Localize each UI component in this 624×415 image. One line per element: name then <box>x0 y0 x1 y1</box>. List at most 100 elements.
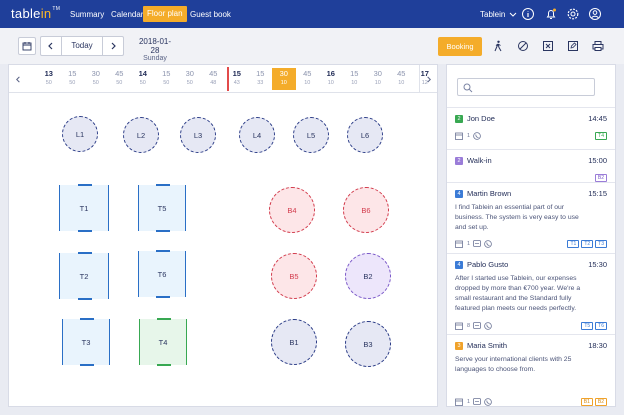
gear-icon[interactable] <box>566 7 580 21</box>
time-slot[interactable]: 17 12 <box>413 68 437 90</box>
reservation-card[interactable]: 2 Jon Doe 14:45 1 T4 <box>447 107 615 149</box>
message-icon <box>473 398 481 405</box>
visit-count: 1 <box>467 399 471 405</box>
floor-table-l2[interactable]: L2 <box>123 117 159 153</box>
floor-table-t5[interactable]: T5 <box>138 184 186 232</box>
time-slot[interactable]: 30 50 <box>178 68 202 90</box>
guest-count-badge: 4 <box>455 189 463 198</box>
phone-icon <box>473 132 481 140</box>
time-slot[interactable]: 30 10 <box>272 68 296 90</box>
floor-table-b1[interactable]: B1 <box>271 319 317 365</box>
table-tag: T6 <box>595 322 607 330</box>
floor-table-t2[interactable]: T2 <box>59 252 109 300</box>
floor-table-l6[interactable]: L6 <box>347 117 383 153</box>
account-menu[interactable]: Tablein <box>480 0 517 28</box>
floor-table-b6[interactable]: B6 <box>343 187 389 233</box>
time-slot[interactable]: 15 50 <box>61 68 85 90</box>
floor-table-b5[interactable]: B5 <box>271 253 317 299</box>
time-slot[interactable]: 15 50 <box>155 68 179 90</box>
time-slot[interactable]: 45 10 <box>390 68 414 90</box>
time-slot[interactable]: 16 10 <box>319 68 343 90</box>
chevron-left-icon <box>48 42 53 50</box>
assigned-tables: T1 T2 T3 <box>567 240 607 248</box>
reservation-card[interactable]: 4 Pablo Gusto 15:30 After I started use T… <box>447 253 615 334</box>
time-slot-time: 14 <box>138 69 147 78</box>
tablein-logo[interactable]: tableinTM <box>11 6 61 21</box>
floor-table-t1[interactable]: T1 <box>59 184 109 232</box>
table-tag: T1 <box>567 240 580 248</box>
today-button[interactable]: Today <box>61 37 103 55</box>
previous-day-button[interactable] <box>41 37 61 55</box>
reservation-card[interactable]: 4 Martin Brown 15:15 I find Tablein an es… <box>447 182 615 253</box>
guest-count-badge: 3 <box>455 341 463 350</box>
time-slot[interactable]: 14 50 <box>131 68 155 90</box>
floor-table-t4[interactable]: T4 <box>139 318 187 366</box>
time-slot[interactable]: 45 50 <box>108 68 132 90</box>
phone-icon <box>484 240 492 248</box>
floor-table-b2[interactable]: B2 <box>345 253 391 299</box>
floor-table-t3[interactable]: T3 <box>62 318 110 366</box>
walk-in-button[interactable] <box>489 37 507 55</box>
time-slot[interactable]: 30 10 <box>366 68 390 90</box>
guest-count-badge: 2 <box>455 156 463 165</box>
floor-table-l1[interactable]: L1 <box>62 116 98 152</box>
reservation-time: 15:30 <box>588 260 607 269</box>
time-slot[interactable]: 15 10 <box>343 68 367 90</box>
nav-floor-plan[interactable]: Floor plan <box>143 6 187 22</box>
chevron-right-icon <box>427 76 431 82</box>
date-navigation: Today <box>40 36 124 56</box>
time-slot[interactable]: 45 48 <box>202 68 226 90</box>
reservation-note: Serve your international clients with 25… <box>455 356 572 373</box>
nav-calendar[interactable]: Calendar <box>111 10 144 19</box>
time-slot-covers: 10 <box>327 80 334 86</box>
nav-guest-book[interactable]: Guest book <box>190 10 231 19</box>
close-table-button[interactable] <box>539 37 557 55</box>
next-day-button[interactable] <box>103 37 123 55</box>
search-input[interactable] <box>457 78 595 96</box>
edit-floor-plan-button[interactable] <box>564 37 582 55</box>
nav-summary[interactable]: Summary <box>70 10 105 19</box>
table-tag: T3 <box>595 240 607 248</box>
time-slot[interactable]: 15 33 <box>249 68 273 90</box>
chair-mark <box>156 184 170 186</box>
time-slot[interactable]: 13 50 <box>37 68 61 90</box>
notification-bell-icon[interactable] <box>544 7 558 21</box>
chevron-left-icon <box>15 76 20 82</box>
floor-table-b3[interactable]: B3 <box>345 321 391 367</box>
reservation-header: 2 Walk-in <box>455 156 492 165</box>
booking-button[interactable]: Booking <box>438 37 482 56</box>
floor-table-l3[interactable]: L3 <box>180 117 216 153</box>
chair-mark <box>78 298 92 300</box>
walking-person-icon <box>494 40 502 52</box>
user-profile-icon[interactable] <box>588 7 602 21</box>
table-tag: T5 <box>581 322 594 330</box>
time-slot-covers: 48 <box>210 80 217 86</box>
time-slot[interactable]: 45 10 <box>296 68 320 90</box>
visit-count: 1 <box>467 241 471 247</box>
reservation-card[interactable]: 3 Maria Smith 18:30 Serve your internatio… <box>447 334 615 406</box>
time-slot[interactable]: 30 50 <box>84 68 108 90</box>
print-button[interactable] <box>589 37 607 55</box>
chevron-down-icon <box>510 12 517 17</box>
time-slot-time: 13 <box>44 69 53 78</box>
floor-table-b4[interactable]: B4 <box>269 187 315 233</box>
reservation-icons: 8 <box>455 322 492 330</box>
block-table-button[interactable] <box>514 37 532 55</box>
floor-table-l4[interactable]: L4 <box>239 117 275 153</box>
time-slot-covers: 50 <box>92 80 99 86</box>
top-navigation-bar: tableinTM Summary Calendar Floor plan Gu… <box>0 0 624 28</box>
info-icon[interactable] <box>521 7 535 21</box>
time-slot[interactable]: 15 43 <box>225 68 249 90</box>
block-icon <box>518 41 528 51</box>
reservation-card[interactable]: 2 Walk-in 15:00 B2 <box>447 149 615 182</box>
calendar-picker-button[interactable] <box>18 37 36 55</box>
calendar-icon <box>455 240 463 248</box>
table-label: L4 <box>252 130 262 140</box>
table-label: B2 <box>363 271 373 281</box>
floor-table-t6[interactable]: T6 <box>138 250 186 298</box>
floor-table-l5[interactable]: L5 <box>293 117 329 153</box>
toolbar: Today 2018-01-28 Sunday Booking <box>0 28 624 64</box>
time-slot-time: 45 <box>303 69 312 78</box>
timeline-previous-button[interactable] <box>9 65 27 93</box>
timeline-next-button[interactable] <box>419 65 437 93</box>
